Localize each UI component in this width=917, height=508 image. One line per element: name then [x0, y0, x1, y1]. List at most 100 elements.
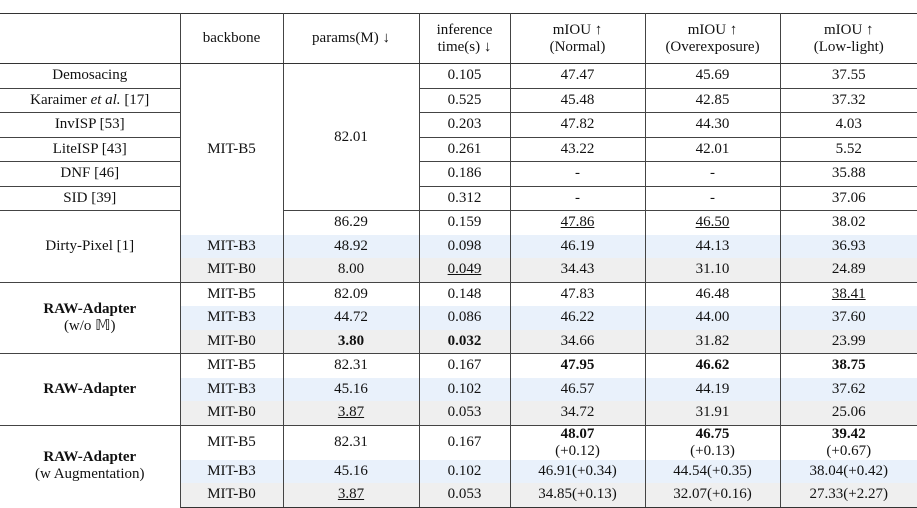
over-text: 31.82 — [695, 332, 730, 349]
low-cell: 38.02 — [779, 210, 917, 235]
backbone-text: MIT-B3 — [207, 462, 256, 479]
backbone-text: MIT-B3 — [207, 380, 256, 397]
low-text: (+0.42) — [843, 462, 888, 479]
low-text: 38.04 — [809, 462, 844, 479]
params-text: 3.80 — [337, 332, 365, 349]
over-text: - — [710, 189, 715, 206]
over-text: (+0.35) — [707, 462, 752, 479]
over-text: (+0.13) — [690, 442, 735, 459]
low-cell: 24.89 — [779, 258, 917, 282]
time-text: 0.203 — [447, 116, 482, 133]
method-cell: Dirty-Pixel [1] — [0, 210, 181, 282]
time-cell: 0.159 — [418, 210, 511, 235]
params-cell: 3.87 — [282, 401, 420, 425]
method-cell: LiteISP [43] — [0, 136, 181, 162]
low-text: (+2.27) — [843, 486, 888, 503]
time-text: 0.525 — [447, 91, 482, 108]
time-text: 0.167 — [447, 434, 482, 450]
backbone-cell: MIT-B0 — [180, 258, 284, 282]
normal-text: 34.72 — [560, 404, 595, 421]
over-text: 31.91 — [695, 404, 730, 421]
normal-text: (+0.13) — [572, 486, 617, 503]
normal-text: 47.47 — [560, 67, 595, 84]
over-cell: 31.82 — [644, 329, 781, 354]
method-text: RAW-Adapter — [43, 380, 137, 397]
normal-cell: 47.83 — [509, 281, 646, 306]
normal-text: 46.57 — [560, 380, 595, 397]
params-cell: 3.80 — [282, 329, 420, 354]
params-text: 82.09 — [334, 285, 368, 302]
params-text: 82.31 — [334, 434, 368, 450]
time-cell: 0.167 — [418, 424, 511, 460]
params-cell: 82.09 — [282, 281, 420, 306]
normal-cell: 45.48 — [509, 87, 646, 113]
over-text: 44.54 — [673, 462, 708, 479]
low-text: 25.06 — [831, 404, 866, 421]
over-cell: 44.30 — [644, 112, 781, 137]
backbone-cell: MIT-B3 — [180, 306, 284, 330]
time-cell: 0.148 — [418, 281, 511, 306]
time-cell: 0.086 — [418, 306, 511, 330]
over-text: 31.10 — [695, 261, 730, 278]
over-cell: 32.07(+0.16) — [644, 483, 781, 508]
time-text: 0.186 — [447, 165, 482, 182]
backbone-text: MIT-B0 — [207, 404, 256, 421]
header-text: (Normal) — [549, 38, 606, 55]
table-row: MIT-B3 45.16 0.102 46.57 44.19 37.62 — [0, 377, 917, 401]
header-text: (Low-light) — [813, 38, 884, 55]
normal-cell: - — [509, 185, 646, 211]
header-text: mIOU ↑ — [552, 21, 603, 38]
low-cell: 23.99 — [779, 329, 917, 354]
low-cell: 35.88 — [779, 161, 917, 186]
method-text: SID [39] — [63, 189, 117, 206]
over-text: 46.62 — [695, 357, 730, 374]
method-text: RAW-Adapter — [43, 449, 137, 466]
low-cell: 4.03 — [779, 112, 917, 137]
normal-text: 43.22 — [560, 140, 595, 157]
low-text: 4.03 — [835, 116, 862, 133]
method-text: Karaimer — [30, 91, 91, 108]
backbone-text: MIT-B0 — [207, 261, 256, 278]
header-text: time(s) ↓ — [437, 38, 492, 55]
backbone-text: MIT-B5 — [207, 285, 256, 302]
low-text: 27.33 — [809, 486, 844, 503]
low-cell: 5.52 — [779, 136, 917, 162]
method-text: et al. — [90, 91, 121, 108]
low-text: 39.42 — [831, 425, 866, 442]
low-text: 24.89 — [831, 261, 866, 278]
method-text: DNF [46] — [60, 165, 120, 182]
params-text: 45.16 — [334, 462, 368, 479]
time-text: 0.032 — [447, 332, 482, 349]
low-text: 37.60 — [831, 309, 866, 326]
method-text: LiteISP [43] — [52, 140, 127, 157]
normal-cell: 46.91(+0.34) — [509, 459, 646, 483]
table-row: InvISP [53] 0.203 47.82 44.30 4.03 — [0, 112, 917, 137]
low-cell: 38.75 — [779, 353, 917, 378]
table-container: backbone params(M) ↓ inference time(s) ↓ mIO… — [0, 13, 917, 508]
normal-text: 47.82 — [560, 116, 595, 133]
header-cell: params(M) ↓ — [282, 13, 420, 64]
params-cell: 3.87 — [282, 483, 420, 508]
low-cell: 37.62 — [779, 377, 917, 401]
backbone-cell: MIT-B5 — [179, 424, 284, 460]
normal-cell: 46.57 — [509, 377, 646, 401]
time-text: 0.148 — [447, 285, 482, 302]
over-cell: - — [644, 185, 781, 211]
method-text: Dirty-Pixel [1] — [45, 237, 135, 254]
normal-text: 48.07 — [560, 425, 595, 442]
low-text: 37.32 — [831, 91, 866, 108]
params-cell: 82.31 — [282, 424, 420, 460]
normal-cell: 34.43 — [509, 258, 646, 282]
header-cell — [0, 13, 181, 64]
params-text: 86.29 — [334, 214, 368, 231]
time-cell: 0.049 — [418, 258, 511, 282]
time-cell: 0.261 — [418, 136, 511, 162]
table-row: Karaimer et al. [17] 0.525 45.48 42.85 37.32 — [0, 87, 917, 113]
backbone-text: MIT-B3 — [207, 237, 256, 254]
params-text: 3.87 — [337, 486, 365, 503]
backbone-cell: MIT-B3 — [180, 459, 284, 483]
table-row: RAW-Adapter (w/o 𝕄) MIT-B5 82.09 0.148 47.83 4… — [0, 281, 917, 354]
time-cell: 0.312 — [418, 185, 511, 211]
params-text: 48.92 — [334, 237, 368, 254]
normal-cell: 34.66 — [509, 329, 646, 354]
